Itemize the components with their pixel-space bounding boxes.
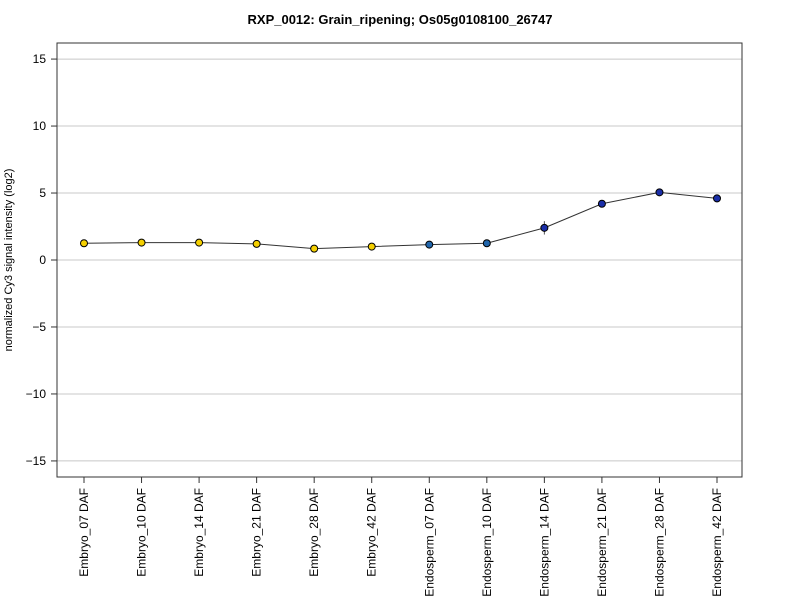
x-tick-label: Endosperm_07 DAF [422,488,436,597]
y-tick-label: 10 [33,119,47,133]
y-tick-label: −5 [32,320,46,334]
x-tick-label: Embryo_28 DAF [307,488,321,577]
data-point [367,242,376,251]
x-tick-label: Endosperm_14 DAF [537,488,551,597]
data-point [80,239,88,248]
data-point [310,244,319,253]
series-line [83,191,718,250]
x-tick-label: Embryo_14 DAF [192,488,206,577]
data-point [252,239,261,248]
data-point [425,240,434,249]
data-point [597,199,606,208]
y-tick-label: −15 [26,454,47,468]
data-point [713,194,721,203]
y-tick-label: −10 [26,387,47,401]
data-point [482,239,491,248]
y-tick-label: 5 [39,186,46,200]
x-tick-label: Embryo_21 DAF [250,488,264,577]
x-tick-label: Endosperm_10 DAF [480,488,494,597]
x-tick-label: Endosperm_42 DAF [710,488,724,597]
x-tick-label: Embryo_42 DAF [365,488,379,577]
y-tick-label: 0 [39,253,46,267]
data-point [655,188,664,197]
chart-title: RXP_0012: Grain_ripening; Os05g0108100_2… [247,12,553,27]
y-tick-label: 15 [33,52,47,66]
x-tick-label: Embryo_10 DAF [135,488,149,577]
data-point [137,238,146,247]
data-point [195,238,204,247]
data-point [540,223,549,232]
x-tick-label: Endosperm_21 DAF [595,488,609,597]
x-tick-label: Embryo_07 DAF [77,488,91,577]
x-tick-label: Endosperm_28 DAF [652,488,666,597]
